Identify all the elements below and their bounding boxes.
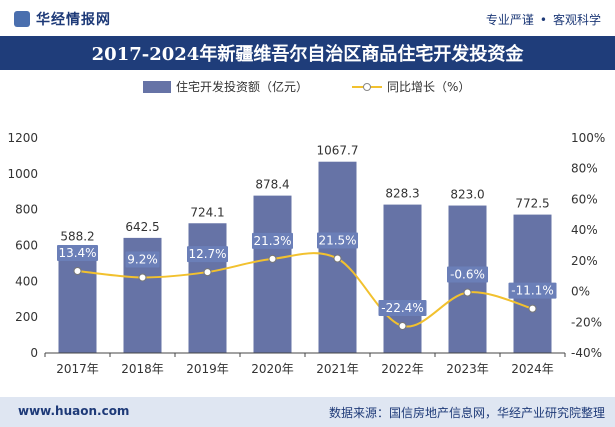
x-tick-label: 2020年	[251, 362, 294, 376]
x-tick-label: 2022年	[381, 362, 424, 376]
y-right-tick-label: -40%	[571, 346, 602, 360]
x-tick-label: 2021年	[316, 362, 359, 376]
bar-value-label: 878.4	[255, 178, 289, 192]
top-bar: 华经情报网 专业严谨 • 客观科学	[0, 0, 615, 36]
growth-label: 21.5%	[318, 234, 356, 248]
legend-bar-label: 住宅开发投资额（亿元）	[176, 79, 308, 94]
chart-title: 2017-2024年新疆维吾尔自治区商品住宅开发投资金	[91, 44, 524, 65]
y-right-tick-label: 0%	[571, 285, 590, 299]
x-tick-label: 2017年	[56, 362, 99, 376]
title-bar: 2017-2024年新疆维吾尔自治区商品住宅开发投资金	[0, 36, 615, 70]
slogan-left: 专业严谨	[485, 13, 534, 27]
bar-value-label: 642.5	[125, 220, 159, 234]
bar	[253, 195, 292, 353]
x-tick-label: 2019年	[186, 362, 229, 376]
brand-logo-icon	[14, 11, 30, 27]
growth-label: -22.4%	[381, 301, 423, 315]
growth-label: 12.7%	[188, 247, 226, 261]
legend-bar-swatch	[143, 81, 171, 93]
growth-point	[268, 254, 277, 263]
bar-value-label: 823.0	[450, 188, 484, 202]
x-tick-label: 2018年	[121, 362, 164, 376]
y-right-tick-label: 60%	[571, 192, 598, 206]
bar	[188, 223, 227, 353]
bar-value-label: 588.2	[60, 230, 94, 244]
growth-label-box	[378, 299, 427, 316]
y-right-tick-label: -20%	[571, 315, 602, 329]
bar-value-label: 828.3	[385, 187, 419, 201]
y-right-tick-label: 40%	[571, 223, 598, 237]
legend-line-label: 同比增长（%）	[387, 80, 470, 94]
growth-label: -11.1%	[511, 284, 553, 298]
growth-point	[463, 288, 472, 297]
growth-label: 9.2%	[127, 252, 158, 266]
growth-point	[528, 304, 537, 313]
brand-name: 华经情报网	[36, 12, 111, 28]
chart-area: 住宅开发投资额（亿元） 同比增长（%） 0 200 400 600 800 1000 1200 -…	[7, 79, 605, 376]
footer: www.huaon.com 数据来源：国信房地产信息网，华经产业研究院整理	[0, 397, 615, 427]
y-right-tick-label: 100%	[571, 131, 605, 145]
growth-label-box	[125, 251, 160, 268]
slogan-right: 客观科学	[552, 13, 601, 27]
growth-point	[138, 273, 147, 282]
bar	[383, 204, 422, 353]
growth-point	[73, 266, 82, 275]
slogan-separator: •	[539, 13, 547, 27]
bar-value-label: 1067.7	[317, 144, 359, 158]
y-right-tick-label: 20%	[571, 254, 598, 268]
bar-value-label: 772.5	[515, 197, 549, 211]
slogan: 专业严谨 • 客观科学	[486, 11, 601, 28]
growth-label-box	[187, 246, 228, 263]
y-left-tick-label: 800	[15, 203, 38, 217]
y-left-tick-label: 200	[15, 310, 38, 324]
y-left-tick-label: 1000	[7, 167, 38, 181]
y-left-tick-label: 0	[30, 346, 38, 360]
growth-point	[398, 321, 407, 330]
x-tick-label: 2024年	[511, 362, 554, 376]
y-left-tick-label: 1200	[7, 131, 38, 145]
bar-value-label: 724.1	[190, 205, 224, 219]
growth-label: 21.3%	[253, 234, 291, 248]
growth-label-box	[57, 244, 98, 261]
y-left-tick-label: 400	[15, 274, 38, 288]
growth-label: 13.4%	[58, 246, 96, 260]
growth-label-box	[508, 282, 557, 299]
footer-website[interactable]: www.huaon.com	[18, 404, 130, 418]
x-tick-label: 2023年	[446, 362, 489, 376]
y-left-tick-label: 600	[15, 239, 38, 253]
footer-source: 数据来源：国信房地产信息网，华经产业研究院整理	[328, 406, 605, 420]
growth-point	[203, 268, 212, 277]
growth-point	[333, 254, 342, 263]
brand: 华经情报网	[14, 9, 111, 29]
bar	[58, 247, 97, 353]
legend-line-marker	[363, 83, 371, 91]
growth-label: -0.6%	[450, 267, 485, 281]
growth-label-box	[447, 266, 488, 283]
growth-label-box	[252, 232, 293, 249]
growth-line	[77, 252, 533, 328]
y-right-tick-label: 80%	[571, 162, 598, 176]
growth-label-box	[317, 232, 358, 249]
